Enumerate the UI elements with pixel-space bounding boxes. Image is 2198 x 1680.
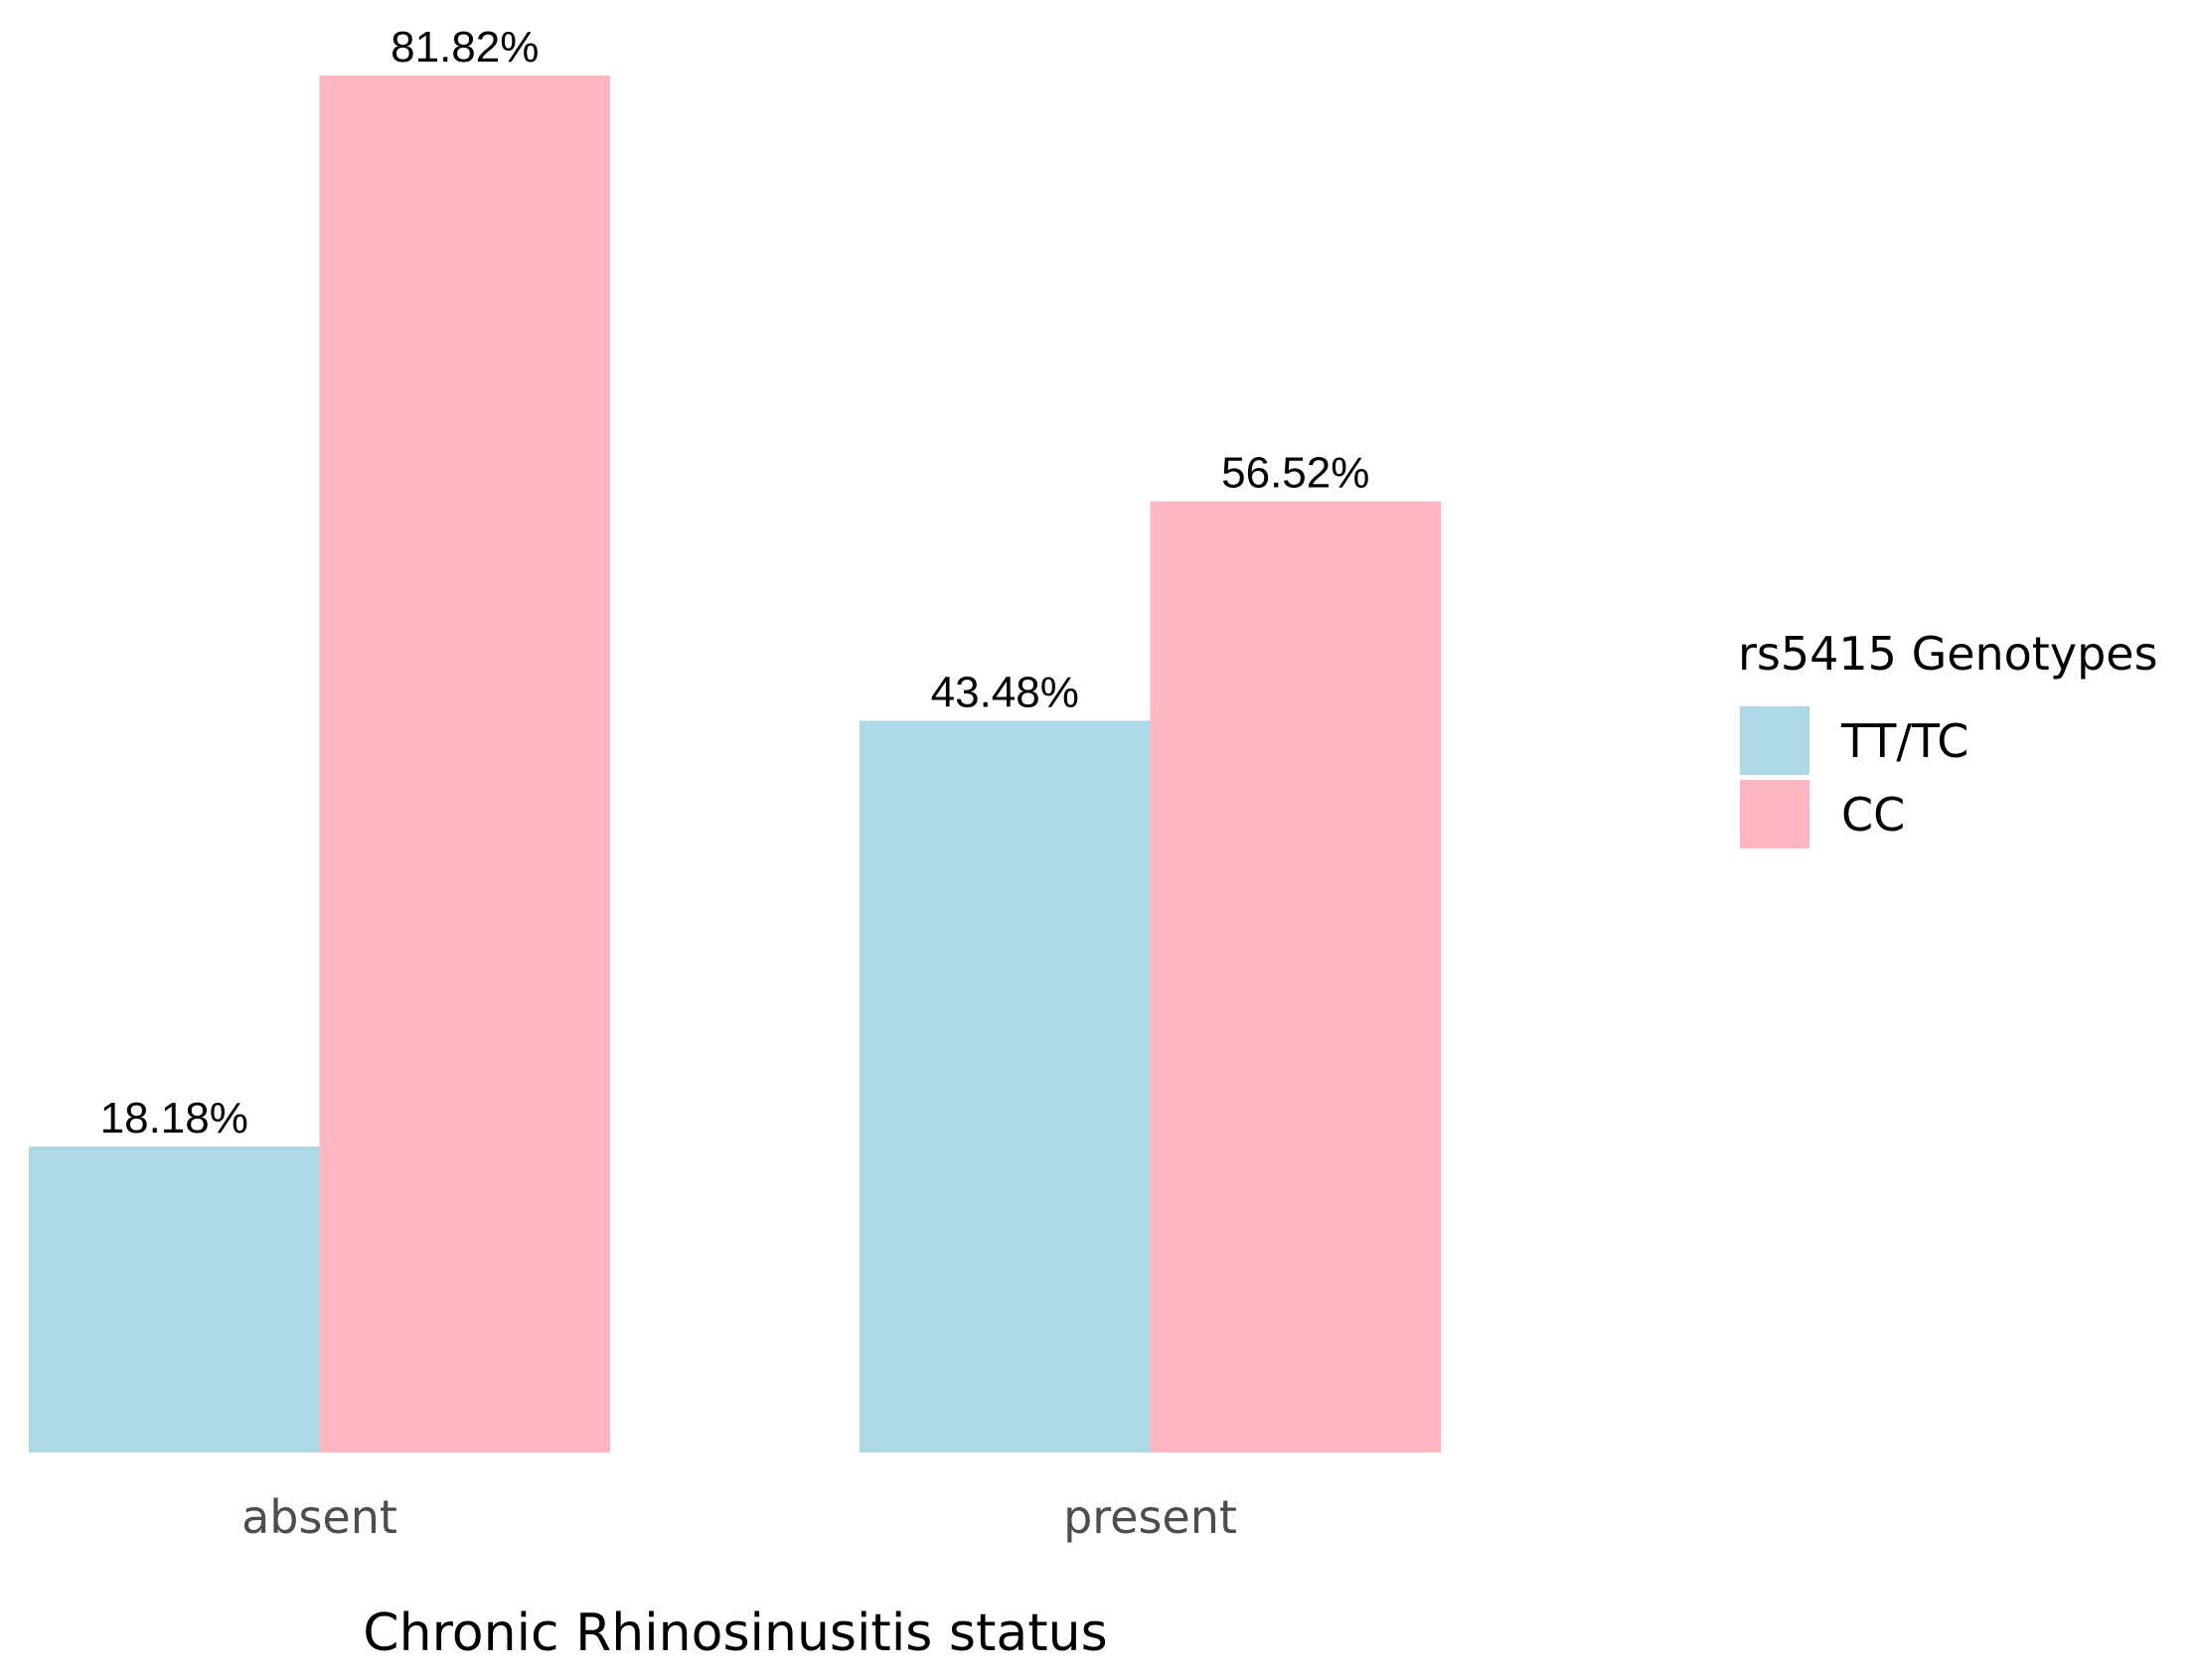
x-tick-label: absent [241,1490,397,1544]
legend-title: rs5415 Genotypes [1738,627,2158,681]
legend-items: TT/TC CC [1740,706,1968,848]
data-label: 18.18% [100,1094,248,1143]
bar-absent-tt-tc [29,1146,320,1452]
legend-label: TT/TC [1840,714,1968,768]
legend-key-cc [1740,780,1809,848]
bar-present-cc [1150,501,1441,1452]
bar-absent-cc [319,76,610,1452]
data-labels-layer: 18.18% 81.82% 43.48% 56.52% [100,23,1370,1143]
bar-present-tt-tc [860,720,1151,1452]
x-tick-labels: absent present [241,1490,1237,1544]
data-label: 56.52% [1221,449,1369,498]
x-tick-label: present [1063,1490,1237,1544]
bars-layer [29,76,1441,1452]
data-label: 43.48% [931,668,1079,716]
legend-label: CC [1841,788,1905,841]
legend: rs5415 Genotypes TT/TC CC [1738,627,2158,848]
x-axis-title: Chronic Rhinosinusitis status [363,1604,1107,1663]
data-label: 81.82% [391,23,539,72]
legend-key-tt-tc [1740,706,1809,775]
